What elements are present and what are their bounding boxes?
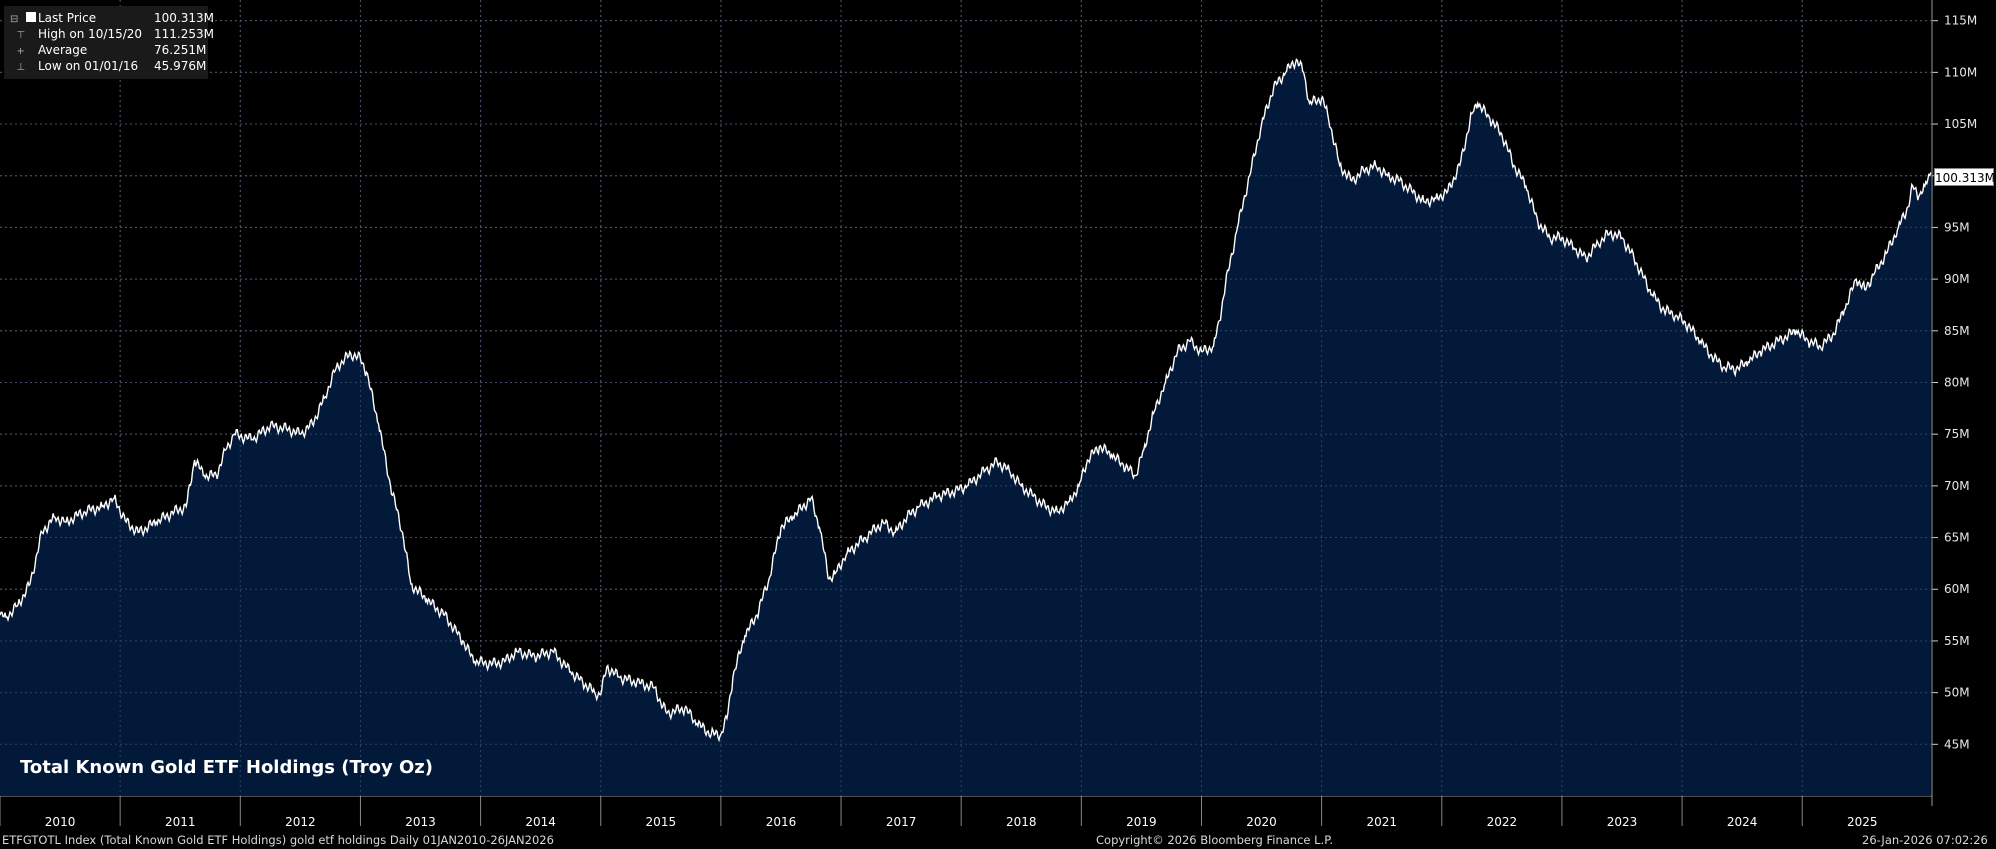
collapse-icon[interactable]: ⊟ — [10, 14, 19, 25]
footer-timestamp: 26-Jan-2026 07:02:26 — [1862, 833, 1988, 847]
legend-low-label: Low on 01/01/16 — [38, 59, 139, 73]
x-tick-label: 2020 — [1246, 815, 1277, 829]
x-tick-label: 2025 — [1847, 815, 1878, 829]
x-tick-label: 2019 — [1126, 815, 1157, 829]
legend-row-last: ⊟ Last Price 100.313M — [10, 10, 214, 26]
y-tick-label: 80M — [1944, 375, 1970, 389]
x-tick-label: 2012 — [285, 815, 316, 829]
legend-row-low: ⊥ Low on 01/01/16 45.976M — [10, 58, 206, 74]
y-tick-label: 75M — [1944, 427, 1970, 441]
y-tick-label: 105M — [1944, 117, 1977, 131]
high-marker-icon: ⊤ — [10, 30, 26, 41]
y-tick-label: 45M — [1944, 737, 1970, 751]
y-tick-label: 110M — [1944, 65, 1977, 79]
last-price-swatch — [26, 12, 36, 22]
y-tick-label: 115M — [1944, 14, 1977, 28]
legend-last-label: Last Price — [38, 11, 97, 25]
x-tick-label: 2023 — [1607, 815, 1638, 829]
last-price-tag: 100.313M — [1934, 168, 1995, 186]
legend-average-label: Average — [38, 43, 88, 57]
x-tick-label: 2017 — [886, 815, 917, 829]
x-tick-label: 2011 — [165, 815, 196, 829]
low-marker-icon: ⊥ — [10, 62, 26, 73]
x-tick-label: 2015 — [646, 815, 677, 829]
x-tick-label: 2013 — [405, 815, 436, 829]
x-tick-label: 2016 — [766, 815, 797, 829]
series-area — [0, 59, 1931, 796]
x-tick-label: 2018 — [1006, 815, 1037, 829]
legend-row-high: ⊤ High on 10/15/20 111.253M — [10, 26, 214, 42]
y-tick-label: 85M — [1944, 324, 1970, 338]
legend-high-value: 111.253M — [154, 27, 214, 41]
footer-description: ETFGTOTL Index (Total Known Gold ETF Hol… — [2, 833, 554, 847]
footer-copyright: Copyright© 2026 Bloomberg Finance L.P. — [1096, 833, 1333, 847]
series-line — [0, 57, 1932, 743]
average-marker-icon: + — [10, 46, 25, 57]
legend-last-value: 100.313M — [154, 11, 214, 25]
legend: ⊟ Last Price 100.313M ⊤ High on 10/15/20… — [4, 6, 214, 79]
y-tick-label: 95M — [1944, 220, 1970, 234]
y-tick-label: 55M — [1944, 634, 1970, 648]
y-tick-label: 90M — [1944, 272, 1970, 286]
y-tick-label: 65M — [1944, 531, 1970, 545]
y-tick-label: 50M — [1944, 686, 1970, 700]
y-tick-label: 70M — [1944, 479, 1970, 493]
chart-title: Total Known Gold ETF Holdings (Troy Oz) — [20, 757, 433, 778]
x-tick-label: 2014 — [525, 815, 556, 829]
x-tick-label: 2024 — [1727, 815, 1758, 829]
x-tick-label: 2022 — [1487, 815, 1518, 829]
x-tick-label: 2010 — [45, 815, 76, 829]
legend-low-value: 45.976M — [154, 59, 207, 73]
legend-high-label: High on 10/15/20 — [38, 27, 143, 41]
y-tick-label: 60M — [1944, 582, 1970, 596]
legend-average-value: 76.251M — [154, 43, 207, 57]
legend-row-average: + Average 76.251M — [10, 42, 206, 58]
x-tick-label: 2021 — [1366, 815, 1397, 829]
